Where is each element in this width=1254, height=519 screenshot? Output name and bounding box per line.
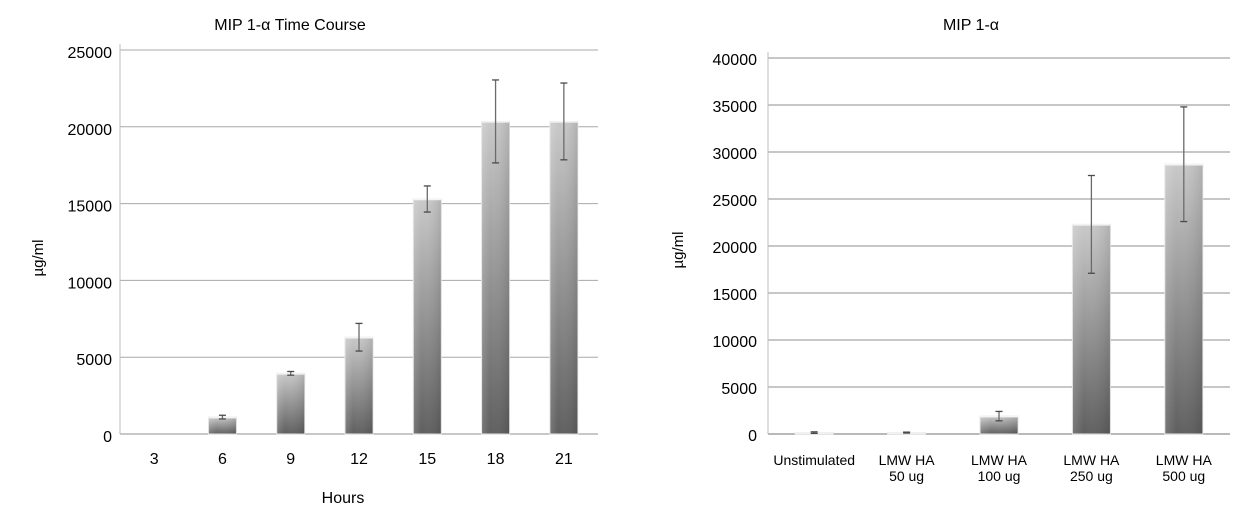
chart-title: MIP 1-α: [943, 17, 999, 34]
y-axis-label: µg/ml: [670, 232, 687, 269]
error-bar: [287, 370, 295, 376]
x-tick-label: 9: [286, 451, 295, 468]
x-tick-label: 12: [350, 451, 368, 468]
bar: [549, 120, 579, 435]
error-bar: [492, 79, 500, 164]
bar: [481, 120, 511, 435]
error-bar: [1180, 106, 1188, 223]
x-tick-label: LMW HA 250 ug: [1063, 452, 1120, 484]
error-bar: [355, 322, 363, 352]
x-axis-label: Hours: [322, 490, 365, 507]
y-tick-labels: 0 5000 10000 15000 20000 25000 30000 35000 40000: [713, 52, 758, 445]
x-tick-label: 15: [418, 451, 436, 468]
error-bar: [218, 414, 226, 420]
y-tick-label: 40000: [713, 52, 758, 69]
bar: [276, 372, 306, 435]
x-tick-label: LMW HA 100 ug: [971, 452, 1028, 484]
time-course-chart: MIP 1-α Time Course µg/ml Hours 0 5000 100…: [30, 17, 598, 507]
y-tick-label: 0: [748, 428, 757, 445]
y-tick-label: 20000: [713, 240, 758, 257]
y-tick-label: 5000: [76, 352, 112, 369]
x-tick-label: 3: [150, 451, 159, 468]
bar: [344, 336, 374, 435]
grid-lines: [768, 57, 1230, 435]
x-tick-label: LMW HA 50 ug: [879, 452, 936, 484]
y-axis-label: µg/ml: [30, 240, 47, 277]
error-bar: [1087, 174, 1095, 274]
error-bar: [903, 431, 911, 434]
x-tick-labels: Unstimulated LMW HA 50 ug LMW HA 100 ug LMW H…: [773, 452, 1212, 484]
bars: [794, 163, 1204, 435]
bar: [979, 415, 1019, 435]
x-tick-labels: 3 6 9 12 15 18 21: [150, 451, 573, 468]
error-bar: [423, 185, 431, 213]
x-tick-label: Unstimulated: [773, 452, 855, 468]
x-tick-label: LMW HA 500 ug: [1156, 452, 1213, 484]
grid-lines: [120, 49, 598, 435]
mip-treatment-chart: MIP 1-α µg/ml 0 5000 10000 15000 20000 25000 3…: [670, 17, 1230, 484]
y-tick-label: 25000: [713, 193, 758, 210]
y-tick-label: 0: [103, 429, 112, 446]
y-tick-label: 20000: [68, 122, 113, 139]
y-tick-label: 25000: [68, 45, 113, 62]
y-tick-label: 5000: [721, 381, 757, 398]
y-tick-label: 10000: [68, 275, 113, 292]
y-tick-label: 10000: [713, 334, 758, 351]
y-tick-label: 15000: [713, 287, 758, 304]
y-tick-labels: 0 5000 10000 15000 20000 25000: [68, 45, 113, 446]
x-tick-label: 18: [487, 451, 505, 468]
error-bars: [810, 106, 1188, 434]
error-bar: [995, 410, 1003, 422]
x-tick-label: 6: [218, 451, 227, 468]
error-bar: [810, 431, 818, 434]
chart-title: MIP 1-α Time Course: [214, 17, 366, 34]
error-bars: [218, 79, 568, 420]
bar: [412, 198, 442, 435]
error-bar: [560, 82, 568, 161]
y-tick-label: 35000: [713, 99, 758, 116]
bar: [207, 416, 237, 435]
bars: [207, 120, 579, 435]
y-tick-label: 30000: [713, 146, 758, 163]
x-tick-label: 21: [555, 451, 573, 468]
y-tick-label: 15000: [68, 199, 113, 216]
